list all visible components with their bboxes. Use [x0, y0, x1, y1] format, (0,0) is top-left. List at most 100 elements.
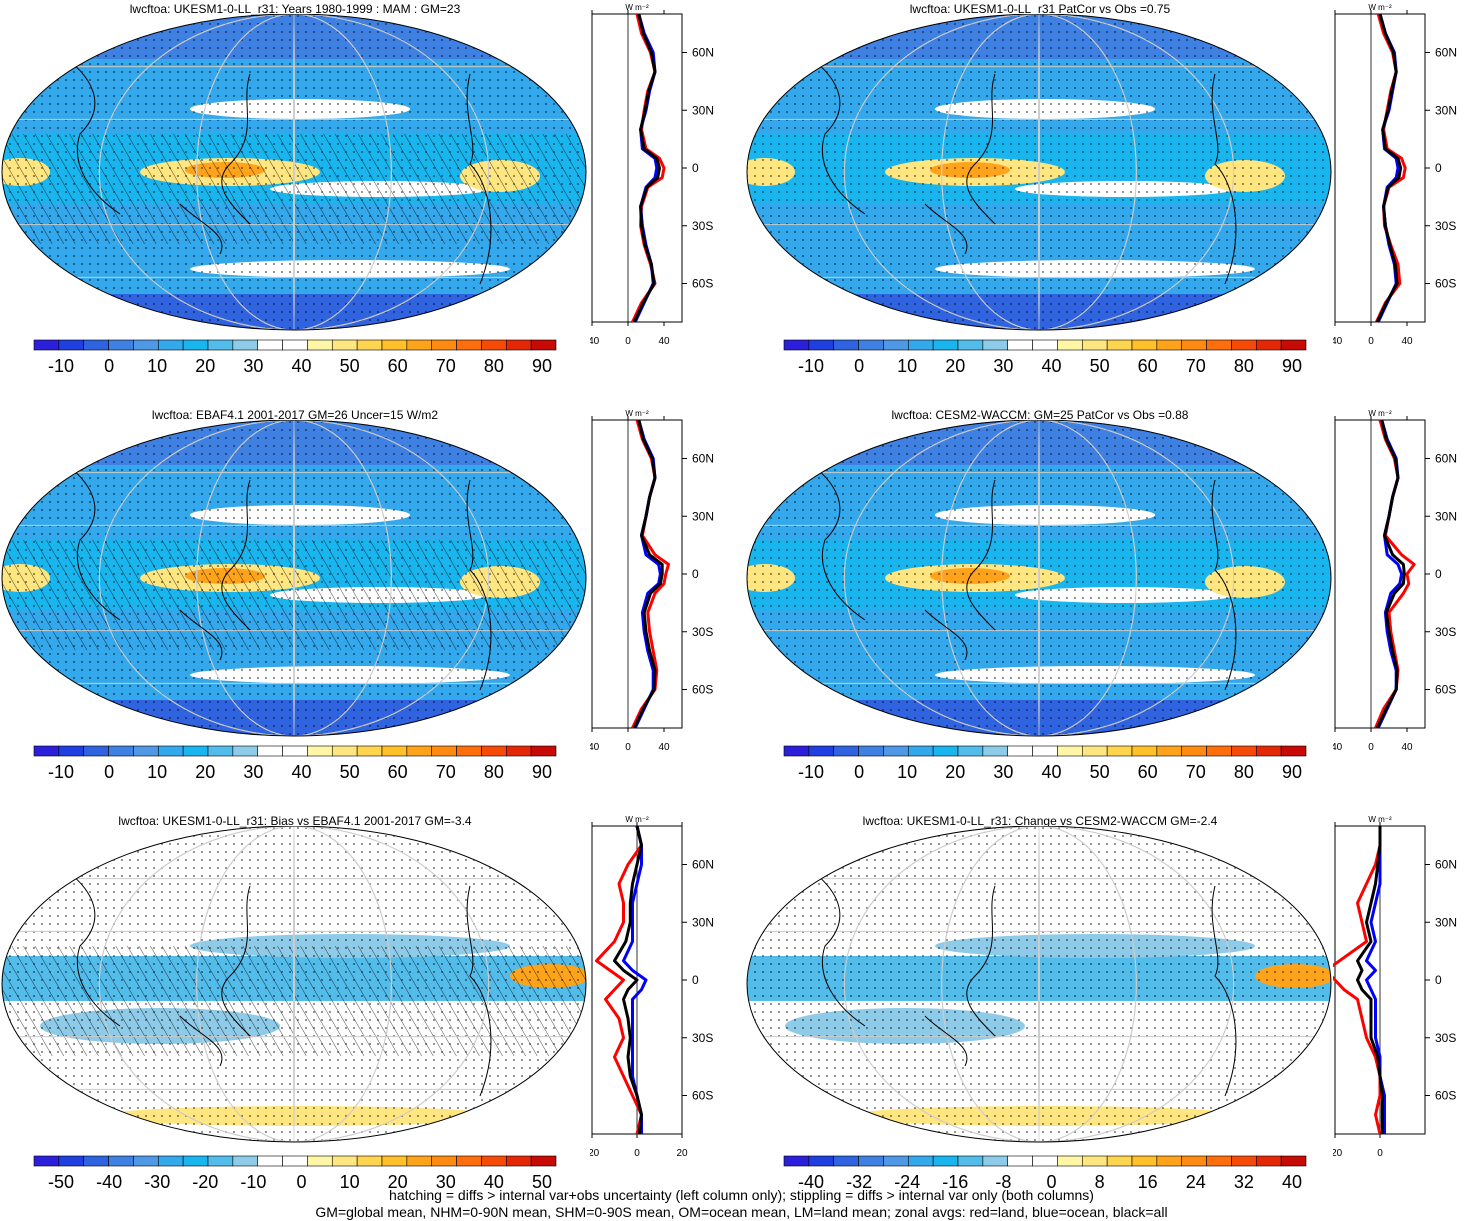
zonal-y-label: 60S	[692, 1089, 713, 1103]
colorbar-swatch	[232, 339, 259, 351]
colorbar-swatch	[182, 339, 209, 351]
colorbar-swatch	[1181, 1155, 1207, 1167]
colorbar-tick-label: 0	[104, 356, 114, 376]
zonal-y-label: 60S	[1435, 683, 1456, 697]
colorbar-swatch	[133, 745, 159, 757]
colorbar-swatch	[406, 339, 433, 351]
colorbar-swatch	[1081, 339, 1108, 351]
map-coastline	[466, 885, 492, 1097]
map-meridian	[196, 826, 392, 1142]
colorbar-swatch	[858, 745, 884, 757]
map-coastline	[179, 1015, 223, 1067]
map-coastline	[1211, 479, 1237, 691]
zonal-y-label: 0	[692, 567, 699, 581]
colorbar-tick-label: -40	[798, 1172, 824, 1192]
map-coastline	[179, 609, 223, 661]
colorbar-tick-label: 50	[1090, 762, 1110, 782]
colorbar-swatch	[530, 745, 557, 757]
map-svg	[1, 420, 587, 737]
zonal-y-label: 30S	[1435, 219, 1456, 233]
colorbar-tick-label: 8	[1095, 1172, 1105, 1192]
map-svg	[746, 14, 1332, 331]
zonal-svg: W m⁻² 60N 30N 0 30S 60S -20 0	[1333, 815, 1457, 1159]
colorbar-swatch	[307, 745, 333, 757]
colorbar-tick-label: 10	[147, 762, 167, 782]
colorbar: -40 -32 -24 -16 -8 0 8 16 24 32 40	[783, 1155, 1307, 1192]
zonal-curve-all	[1375, 13, 1403, 323]
colorbar-tick-label: 80	[484, 762, 504, 782]
colorbar-tick-label: -24	[894, 1172, 920, 1192]
zonal-units: W m⁻²	[1368, 409, 1392, 418]
colorbar-swatch	[783, 745, 810, 757]
colorbar-swatch	[1032, 1155, 1058, 1167]
zonal-frame	[1334, 13, 1426, 323]
colorbar-swatch	[207, 1155, 234, 1167]
colorbar-swatch	[1255, 339, 1282, 351]
map-meridian	[941, 420, 1137, 736]
colorbar-swatch	[505, 339, 532, 351]
map-svg	[746, 420, 1332, 737]
zonal-y-label: 0	[1435, 567, 1442, 581]
colorbar-tick-label: 60	[1138, 762, 1158, 782]
colorbar-swatch	[406, 1155, 433, 1167]
colorbar-swatch	[505, 1155, 532, 1167]
map-meridian	[1038, 14, 1040, 330]
colorbar-swatch	[1280, 339, 1307, 351]
panel-title: lwcftoa: UKESM1-0-LL_r31: Change vs CESM…	[862, 814, 1218, 828]
zonal-y-label: 30N	[1435, 915, 1457, 929]
colorbar-swatch	[307, 1155, 333, 1167]
panel-title: lwcftoa: EBAF4.1 2001-2017 GM=26 Uncer=1…	[151, 408, 439, 422]
colorbar: -10 0 10 20 30 40 50 60 70 80 90	[33, 339, 557, 376]
colorbar-tick-label: 80	[1234, 356, 1254, 376]
map-meridian	[98, 420, 490, 736]
colorbar-tick-label: 40	[291, 762, 311, 782]
colorbar-swatch	[530, 1155, 557, 1167]
colorbar-swatch	[1255, 1155, 1282, 1167]
colorbar-swatch	[33, 339, 60, 351]
colorbar-tick-label: -32	[846, 1172, 872, 1192]
colorbar-swatch	[431, 745, 457, 757]
zonal-y-label: 30N	[692, 509, 714, 523]
colorbar-tick-label: 50	[532, 1172, 552, 1192]
zonal-y-label: 0	[692, 161, 699, 175]
colorbar-swatch	[833, 1155, 859, 1167]
map-coastline	[466, 73, 492, 285]
colorbar-swatch	[58, 339, 85, 351]
colorbar-tick-label: -16	[942, 1172, 968, 1192]
panel-bias: lwcftoa: UKESM1-0-LL_r31: Bias vs EBAF4.…	[0, 812, 740, 1192]
map-outline	[1, 826, 587, 1143]
map-meridian	[1038, 826, 1040, 1142]
colorbar-swatch	[481, 1155, 507, 1167]
colorbar-tick-label: 10	[340, 1172, 360, 1192]
map-coastline	[221, 479, 251, 631]
zonal-y-label: 60N	[1435, 452, 1457, 466]
colorbar-swatch	[456, 339, 482, 351]
colorbar-tick-label: 40	[1041, 762, 1061, 782]
colorbar-swatch	[907, 1155, 934, 1167]
colorbar-swatch	[808, 1155, 835, 1167]
colorbar: -10 0 10 20 30 40 50 60 70 80 90	[783, 339, 1307, 376]
zonal-x-label: 40	[658, 742, 670, 753]
colorbar-swatch	[331, 339, 358, 351]
colorbar-swatch	[1131, 339, 1158, 351]
colorbar-tick-label: 20	[195, 356, 215, 376]
zonal-y-label: 60N	[1435, 858, 1457, 872]
colorbar-swatch	[481, 339, 507, 351]
colorbar-tick-label: -10	[798, 356, 824, 376]
colorbar-tick-label: 70	[436, 762, 456, 782]
map-meridian	[98, 14, 490, 330]
colorbar-swatch	[133, 1155, 159, 1167]
colorbar-tick-label: 20	[195, 762, 215, 782]
zonal-svg: W m⁻² 60N 30N 0 30S 60S -40 0 40	[1333, 409, 1457, 753]
colorbar-swatch	[783, 339, 810, 351]
zonal-x-label: 40	[1401, 336, 1413, 347]
colorbar-swatch	[1106, 745, 1133, 757]
colorbar-swatch	[381, 745, 408, 757]
zonal-svg: W m⁻² 60N 30N 0 30S 60S -40 0 40	[1333, 3, 1457, 347]
map-coastline	[221, 885, 251, 1037]
colorbar-tick-label: 10	[147, 356, 167, 376]
zonal-y-label: 0	[692, 973, 699, 987]
colorbar-tick-label: 50	[340, 356, 360, 376]
colorbar-tick-label: -10	[798, 762, 824, 782]
map-meridian	[843, 826, 1235, 1142]
